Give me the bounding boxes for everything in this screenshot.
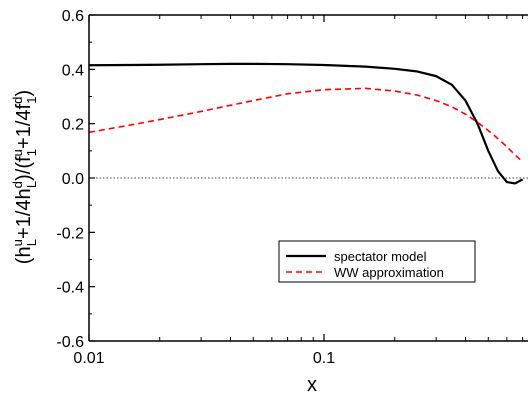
y-tick-label: 0.4	[62, 62, 84, 79]
legend-box	[278, 240, 476, 283]
x-tick-label: 0.01	[73, 350, 104, 367]
y-tick-label: -0.2	[56, 225, 84, 242]
y-tick-label: -0.4	[56, 280, 84, 297]
x-tick-label: 0.1	[313, 350, 335, 367]
y-tick-label: 0.6	[62, 8, 84, 25]
series-layer	[88, 62, 524, 185]
y-tick-label: 0.0	[62, 171, 84, 188]
legend: spectator model WW approximation	[278, 240, 476, 283]
legend-label-ww-approximation: WW approximation	[334, 265, 444, 280]
y-tick-label: 0.2	[62, 117, 84, 134]
series-line-spectator-model	[88, 62, 524, 185]
x-axis-title: x	[307, 374, 317, 396]
series-line-ww-approximation	[88, 87, 524, 163]
legend-label-spectator-model: spectator model	[334, 249, 427, 264]
y-tick-label: -0.6	[56, 334, 84, 351]
y-axis-title: (huL+1/4hdL)/(fu1+1/4fd1)	[10, 90, 39, 264]
ticks-layer: 0.6 0.4 0.2 0.0 -0.2 -0.4 -0.60.01 0.1	[56, 8, 524, 367]
